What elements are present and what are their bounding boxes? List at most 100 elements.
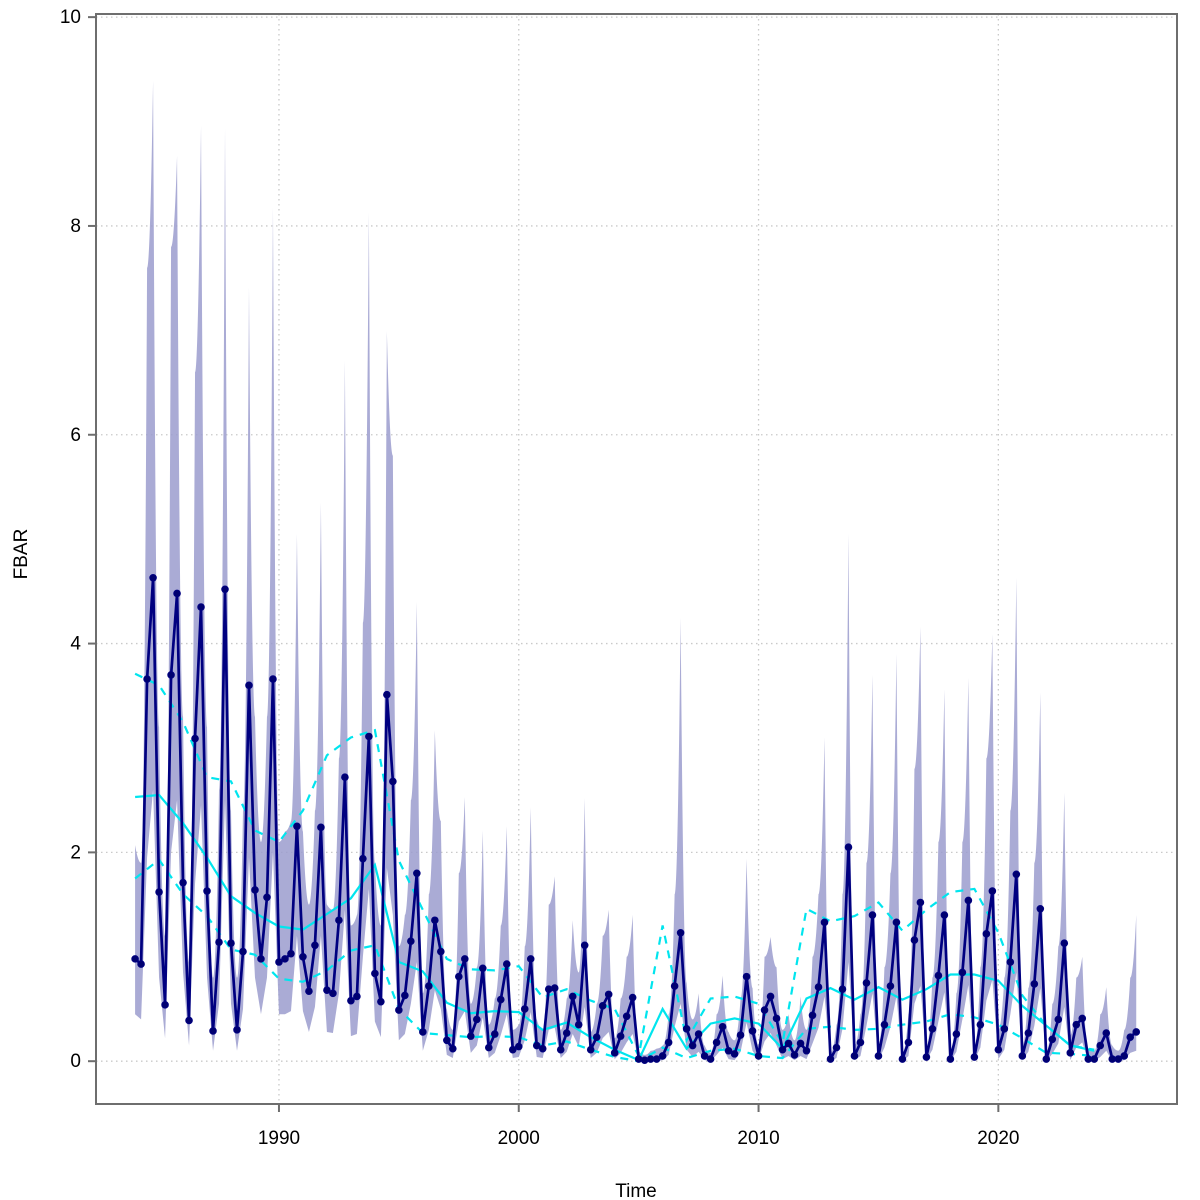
- fbar-point: [131, 955, 139, 963]
- fbar-line: [134, 576, 1138, 1062]
- fbar-point: [1030, 980, 1039, 988]
- fbar-point: [880, 1020, 889, 1029]
- fbar-point: [748, 1027, 757, 1035]
- fbar-point: [1126, 1033, 1135, 1041]
- fbar-point: [347, 996, 355, 1005]
- fbar-point: [419, 1028, 427, 1036]
- fbar-point: [449, 1044, 457, 1053]
- fbar-point: [844, 843, 853, 851]
- cyan-upper-dashed-line: [134, 672, 1095, 1060]
- x-axis-label: Time: [615, 1181, 657, 1200]
- fbar-point: [574, 1020, 583, 1029]
- fbar-point: [520, 1005, 529, 1013]
- fbar-point: [874, 1052, 883, 1060]
- fbar-point: [263, 893, 271, 902]
- fbar-point: [928, 1025, 937, 1033]
- fbar-point: [496, 995, 505, 1004]
- fbar-point: [958, 968, 967, 977]
- fbar-point: [946, 1055, 955, 1063]
- fbar-point: [1090, 1055, 1099, 1063]
- fbar-point: [383, 690, 391, 699]
- fbar-point: [886, 982, 895, 990]
- fbar-point: [772, 1014, 781, 1023]
- fbar-point: [1006, 958, 1015, 966]
- x-tick-label: 2000: [498, 1128, 540, 1149]
- fbar-point: [910, 936, 919, 944]
- plot-border: [95, 13, 1178, 1105]
- fbar-point: [538, 1044, 547, 1053]
- x-tick-label: 1990: [258, 1128, 300, 1149]
- fbar-point: [251, 886, 259, 894]
- fbar-point: [982, 930, 991, 938]
- fbar-point: [329, 989, 337, 998]
- fbar-point: [203, 887, 211, 895]
- fbar-point: [431, 916, 439, 925]
- fbar-point: [490, 1030, 499, 1038]
- fbar-point: [976, 1020, 985, 1029]
- fbar-point: [616, 1032, 625, 1040]
- fbar-point: [1060, 939, 1069, 948]
- fbar-point: [323, 986, 331, 994]
- fbar-point: [401, 991, 409, 1000]
- fbar-point: [724, 1046, 733, 1055]
- fbar-point: [1114, 1055, 1123, 1063]
- fbar-point: [832, 1043, 841, 1052]
- fbar-point: [1036, 904, 1045, 913]
- fbar-point: [502, 960, 511, 968]
- fbar-point: [736, 1031, 745, 1039]
- fbar-point: [155, 888, 163, 896]
- y-tick-label: 6: [70, 425, 81, 446]
- fbar-point: [550, 984, 559, 992]
- fbar-point: [287, 949, 295, 958]
- fbar-point: [443, 1036, 451, 1045]
- fbar-point: [365, 732, 373, 741]
- fbar-point: [455, 972, 463, 981]
- fbar-point: [562, 1029, 571, 1037]
- fbar-point: [988, 887, 997, 895]
- fbar-point: [1078, 1014, 1087, 1023]
- fbar-point: [1120, 1052, 1129, 1060]
- fbar-point: [964, 896, 973, 905]
- fbar-point: [934, 971, 943, 980]
- fbar-point: [359, 854, 367, 863]
- fbar-point: [850, 1052, 859, 1060]
- y-tick-label: 0: [70, 1051, 81, 1072]
- fbar-point: [682, 1025, 691, 1033]
- fbar-point: [371, 969, 379, 978]
- fbar-point: [1132, 1028, 1141, 1036]
- fbar-point: [149, 573, 157, 582]
- fbar-point: [892, 918, 901, 927]
- fbar-point: [676, 928, 685, 937]
- fbar-point: [700, 1052, 709, 1060]
- fbar-point: [143, 675, 151, 683]
- fbar-point: [670, 982, 679, 990]
- fbar-point: [604, 990, 613, 999]
- fbar-point: [461, 955, 469, 963]
- fbar-point: [694, 1030, 703, 1038]
- x-tick-label: 2010: [737, 1128, 779, 1149]
- fbar-point: [568, 992, 577, 1001]
- fbar-point: [227, 939, 235, 948]
- fbar-point: [658, 1052, 667, 1060]
- fbar-point: [556, 1045, 565, 1054]
- fbar-point: [389, 777, 397, 786]
- fbar-point: [898, 1055, 907, 1063]
- fbar-point: [1024, 1029, 1033, 1037]
- fbar-point: [760, 1006, 769, 1014]
- fbar-point: [802, 1046, 811, 1055]
- fbar-point: [742, 972, 751, 981]
- fbar-point: [413, 869, 421, 878]
- fbar-point: [838, 985, 847, 993]
- fbar-point: [173, 589, 181, 598]
- fbar-point: [712, 1038, 721, 1047]
- fbar-point: [305, 987, 313, 996]
- fbar-point: [796, 1039, 805, 1048]
- fbar-point: [514, 1042, 523, 1051]
- fbar-point: [425, 982, 433, 990]
- fbar-point: [353, 992, 361, 1001]
- fbar-point: [1054, 1015, 1063, 1024]
- fbar-point: [1072, 1020, 1081, 1029]
- fbar-point: [1048, 1035, 1057, 1044]
